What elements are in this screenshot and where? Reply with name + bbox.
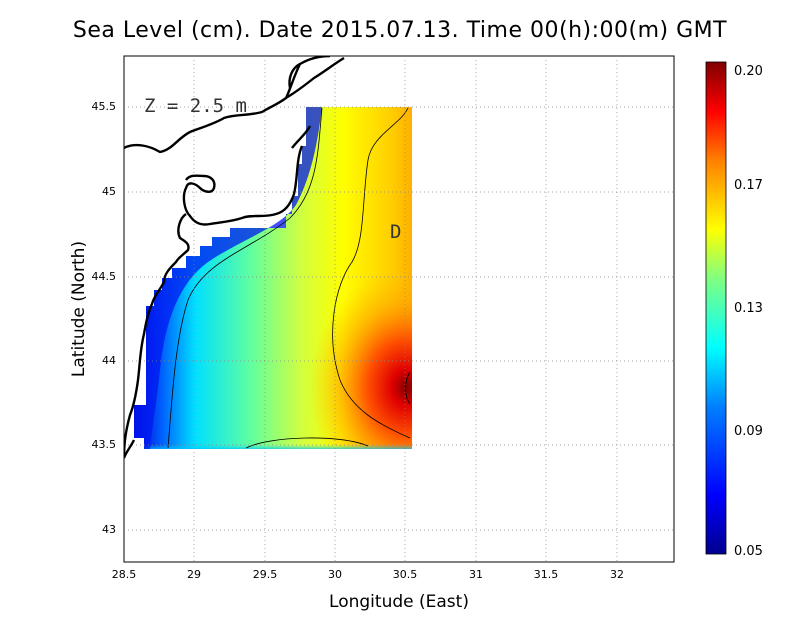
y-tick-label: 43.5: [92, 438, 117, 451]
colorbar: 0.20 0.17 0.13 0.09 0.05: [705, 61, 763, 559]
x-axis-label: Longitude (East): [329, 592, 469, 612]
x-tick-label: 30: [328, 568, 342, 581]
x-tick-label: 29.5: [253, 568, 278, 581]
x-axis-ticks: 28.5 29 29.5 30 30.5 31 31.5 32: [112, 568, 624, 581]
x-tick-label: 32: [610, 568, 624, 581]
map-title: Sea Level (cm). Date 2015.07.13. Time 00…: [72, 18, 728, 43]
colorbar-tick: 0.09: [734, 424, 763, 439]
grid-lines: [124, 56, 674, 562]
depth-annotation: Z = 2.5 m: [144, 95, 247, 117]
coastline: [124, 56, 345, 459]
x-tick-label: 28.5: [112, 568, 137, 581]
y-axis-ticks: 43 43.5 44 44.5 45 45.5: [92, 100, 117, 536]
y-tick-label: 45: [102, 185, 116, 198]
colorbar-tick: 0.20: [734, 64, 763, 79]
colorbar-tick: 0.13: [734, 301, 763, 316]
sea-level-field: [134, 107, 412, 449]
y-tick-label: 45.5: [92, 100, 117, 113]
y-tick-label: 43: [102, 523, 116, 536]
colorbar-gradient: [705, 61, 727, 555]
colorbar-tick: 0.17: [734, 178, 763, 193]
y-tick-label: 44.5: [92, 270, 117, 283]
x-tick-label: 29: [187, 568, 201, 581]
contour-label: D: [390, 221, 401, 243]
colorbar-tick: 0.05: [734, 544, 763, 559]
x-tick-label: 31.5: [534, 568, 559, 581]
x-tick-label: 31: [469, 568, 483, 581]
y-axis-label: Latitude (North): [69, 241, 89, 377]
x-tick-label: 30.5: [393, 568, 418, 581]
y-tick-label: 44: [102, 354, 116, 367]
